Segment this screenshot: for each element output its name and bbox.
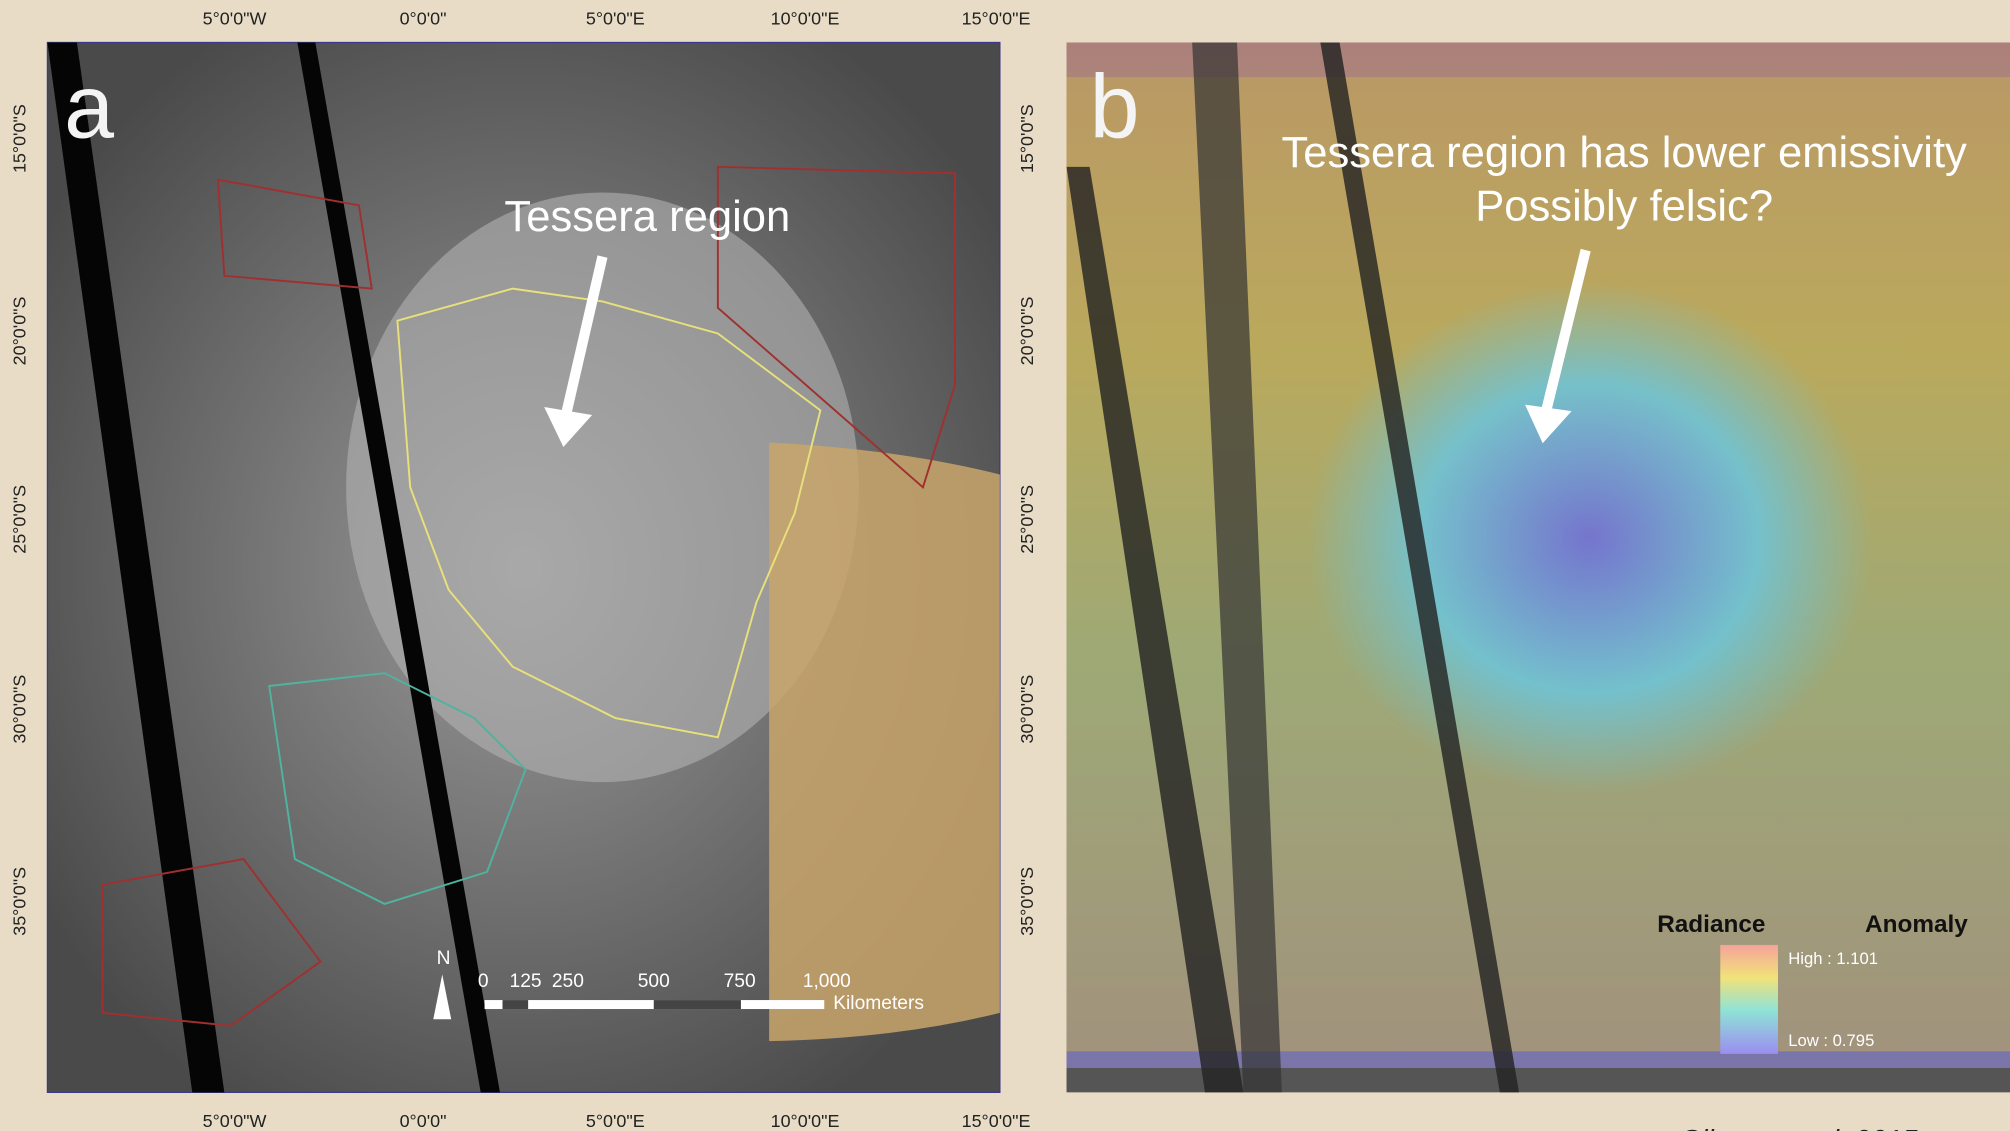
latitude-label: 20°0'0"S [10, 296, 30, 365]
scale-label: 250 [552, 971, 584, 992]
latitude-label: 35°0'0"S [1017, 867, 1037, 936]
latitude-label: 35°0'0"S [10, 867, 30, 936]
scale-unit: Kilometers [833, 993, 924, 1014]
longitude-label: 0°0'0" [400, 9, 447, 29]
annotation: Possibly felsic? [1475, 183, 1773, 231]
legend-title: Anomaly [1865, 911, 1968, 938]
panel-label: b [1090, 57, 1140, 157]
longitude-label: 10°0'0"E [771, 9, 840, 29]
legend-low: Low : 0.795 [1788, 1031, 1874, 1050]
panel-b: b Tessera region has lower emissivity Po… [1067, 42, 2010, 1092]
latitude-label: 20°0'0"S [1017, 296, 1037, 365]
annotation: Tessera region has lower emissivity [1281, 129, 1967, 177]
longitude-label: 5°0'0"W [203, 9, 267, 29]
north-label: N [437, 948, 451, 969]
latitude-label: 15°0'0"S [10, 104, 30, 173]
scale-bar [503, 1000, 529, 1009]
latitude-label: 30°0'0"S [1017, 675, 1037, 744]
annotation: Tessera region [504, 193, 790, 241]
figure: a Tessera region N 0 125 250 500 750 1,000 Ki… [0, 0, 2010, 1131]
latitude-label: 25°0'0"S [1017, 485, 1037, 554]
longitude-label: 10°0'0"E [771, 1111, 840, 1131]
scale-label: 750 [724, 971, 756, 992]
scale-label: 0 [478, 971, 489, 992]
scale-label: 1,000 [803, 971, 851, 992]
legend-title: Radiance [1657, 911, 1765, 938]
panel-a: a Tessera region N 0 125 250 500 750 1,000 Ki… [47, 42, 999, 1092]
longitude-label: 15°0'0"E [962, 1111, 1031, 1131]
legend-high: High : 1.101 [1788, 949, 1878, 968]
longitude-label: 5°0'0"E [586, 9, 645, 29]
citation: Gilmore et al. 2015 [1679, 1123, 1917, 1131]
longitude-label: 5°0'0"E [586, 1111, 645, 1131]
longitude-label: 0°0'0" [400, 1111, 447, 1131]
scale-label: 500 [638, 971, 670, 992]
scale-label: 125 [510, 971, 542, 992]
longitude-label: 15°0'0"E [962, 9, 1031, 29]
latitude-label: 15°0'0"S [1017, 104, 1037, 173]
scale-bar [654, 1000, 741, 1009]
overlay [769, 442, 1000, 1041]
legend-colorbar [1720, 945, 1778, 1054]
panel-label: a [64, 57, 114, 157]
latitude-label: 25°0'0"S [10, 485, 30, 554]
latitude-label: 30°0'0"S [10, 675, 30, 744]
longitude-label: 5°0'0"W [203, 1111, 267, 1131]
